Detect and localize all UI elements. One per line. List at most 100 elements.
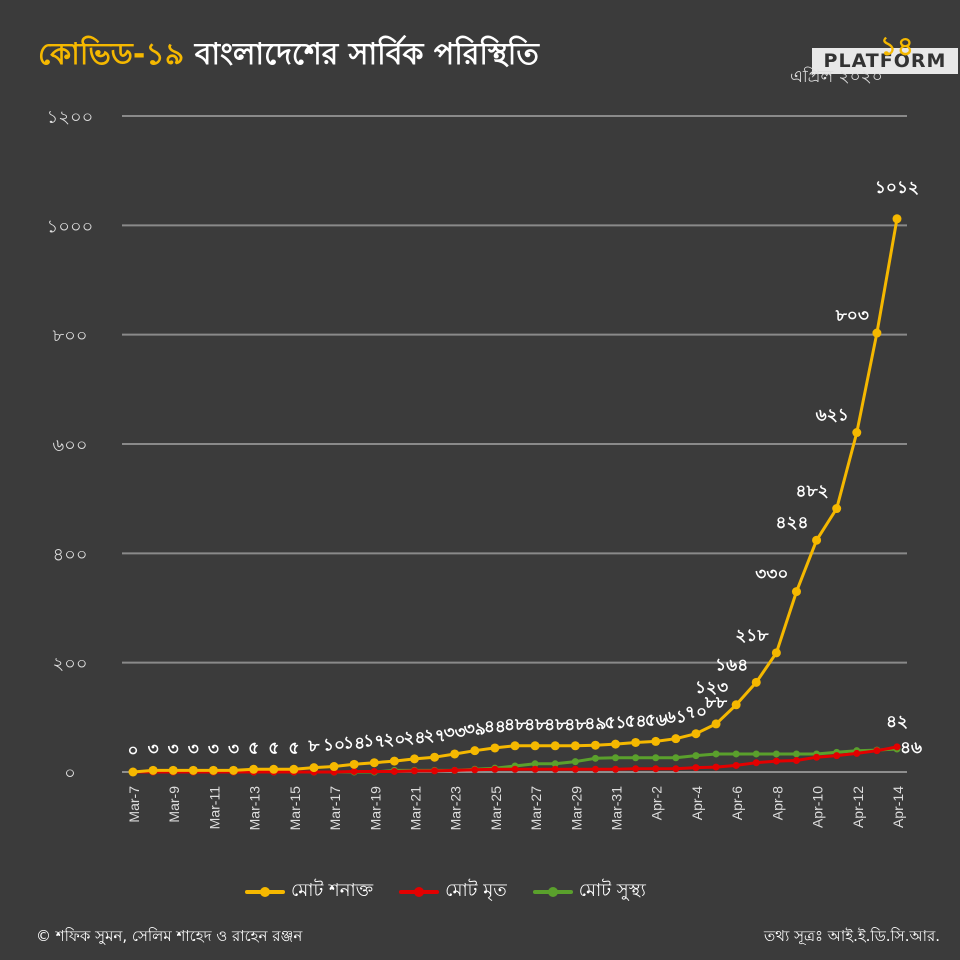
data-label-confirmed: ১২৩	[695, 678, 728, 698]
data-point-deaths	[531, 765, 539, 773]
data-point-recovered	[531, 760, 539, 768]
data-point-confirmed	[651, 736, 661, 746]
date-day: ১৪	[880, 32, 914, 62]
x-axis-ticks: Mar-7 Mar-9 Mar-11 Mar-13 Mar-15 Mar-17 Mar-19…	[126, 786, 906, 831]
data-point-deaths	[612, 765, 620, 773]
data-point-confirmed	[510, 741, 520, 751]
data-point-confirmed	[148, 765, 158, 775]
data-label-confirmed: ২৪	[403, 728, 425, 748]
y-tick-label: ২০০	[52, 654, 87, 675]
data-point-recovered	[551, 760, 559, 768]
x-tick-label: Mar-19	[367, 786, 383, 831]
data-point-confirmed	[329, 762, 339, 772]
data-label-confirmed: ৫	[268, 738, 279, 758]
data-label-confirmed: ৩	[208, 739, 219, 759]
data-label-confirmed: ৩	[228, 739, 239, 759]
data-point-recovered	[591, 754, 599, 762]
data-point-confirmed	[128, 767, 138, 777]
data-point-confirmed	[168, 765, 178, 775]
data-point-confirmed	[430, 752, 440, 762]
data-point-recovered	[612, 754, 620, 762]
data-point-deaths	[893, 743, 901, 751]
data-label-confirmed: ১৭	[363, 732, 385, 752]
legend-label-deaths: মোট মৃত	[445, 880, 507, 901]
data-label-confirmed: ৩৯	[464, 720, 486, 740]
data-label-confirmed: ৩৩০	[755, 565, 788, 585]
data-point-deaths	[712, 763, 720, 771]
data-point-confirmed	[550, 741, 560, 751]
data-point-deaths	[632, 765, 640, 773]
series-line-confirmed	[132, 218, 899, 774]
data-label-confirmed: ৪৮	[564, 715, 587, 735]
data-point-confirmed	[208, 765, 218, 775]
data-point-deaths	[390, 767, 398, 775]
y-tick-label: ৮০০	[52, 326, 87, 347]
data-point-confirmed	[812, 535, 822, 545]
data-point-deaths	[652, 765, 660, 773]
data-label-confirmed: ৪৮২	[796, 482, 829, 502]
data-point-confirmed	[570, 741, 580, 751]
data-label-confirmed: ৫১	[604, 713, 626, 733]
x-tick-label: Apr-12	[850, 786, 866, 828]
x-tick-label: Mar-21	[407, 786, 423, 831]
data-point-deaths	[792, 757, 800, 765]
data-point-deaths	[591, 765, 599, 773]
data-label-confirmed: ২১৮	[735, 626, 769, 646]
data-point-deaths	[873, 747, 881, 755]
x-tick-label: Mar-25	[488, 786, 504, 831]
grid-lines	[122, 115, 907, 773]
legend-item-recovered: মোট সুস্থ্য	[532, 876, 646, 907]
data-point-confirmed	[450, 749, 460, 759]
chart-title: কোভিড-১৯ বাংলাদেশের সার্বিক পরিস্থিতি	[38, 30, 539, 81]
data-point-confirmed	[892, 214, 902, 224]
data-point-confirmed	[711, 719, 721, 729]
data-point-confirmed	[751, 677, 761, 687]
data-point-confirmed	[470, 746, 480, 756]
data-label-confirmed: ৪৮	[544, 715, 567, 735]
data-label-recovered: ৪২	[886, 712, 908, 732]
data-label-confirmed: ৫	[248, 738, 259, 758]
data-label-confirmed: ৭০	[685, 703, 707, 723]
x-tick-label: Apr-14	[890, 786, 906, 828]
legend-label-recovered: মোট সুস্থ্য	[578, 880, 646, 901]
data-point-confirmed	[369, 758, 379, 768]
legend-label-confirmed: মোট শনাক্ত	[291, 880, 374, 901]
data-label-confirmed: ২৭	[424, 726, 446, 746]
legend-swatch-deaths	[399, 886, 440, 897]
data-point-confirmed	[611, 739, 621, 749]
data-label-confirmed: ১০১২	[875, 178, 919, 198]
data-point-deaths	[410, 767, 418, 775]
x-tick-label: Mar-31	[609, 786, 625, 831]
legend-item-confirmed: মোট শনাক্ত	[245, 876, 373, 907]
data-label-confirmed: ২০	[383, 730, 405, 750]
data-point-recovered	[752, 750, 760, 758]
series-lines	[128, 214, 902, 777]
data-point-deaths	[772, 757, 780, 765]
data-point-confirmed	[691, 729, 701, 739]
data-label-confirmed: ৪৮	[504, 715, 527, 735]
data-point-deaths	[853, 749, 861, 757]
data-point-deaths	[551, 765, 559, 773]
x-tick-label: Apr-10	[810, 786, 826, 828]
data-point-deaths	[491, 765, 499, 773]
date-month: এপ্রিল ২০২০	[790, 67, 883, 87]
data-point-confirmed	[490, 743, 500, 753]
data-point-confirmed	[389, 756, 399, 766]
y-tick-label: ১২০০	[47, 107, 94, 128]
x-tick-label: Mar-7	[126, 786, 142, 823]
data-point-deaths	[451, 766, 459, 774]
x-tick-label: Mar-23	[448, 786, 464, 831]
data-label-confirmed: ৩	[168, 739, 179, 759]
data-label-confirmed: ১৪	[343, 733, 365, 753]
x-tick-label: Mar-9	[166, 786, 182, 823]
data-point-confirmed	[249, 764, 259, 774]
data-point-confirmed	[229, 765, 239, 775]
x-tick-label: Mar-27	[528, 786, 544, 831]
data-point-confirmed	[771, 648, 781, 658]
y-axis-ticks: ০ ২০০ ৪০০ ৬০০ ৮০০ ১০০০ ১২০০	[47, 107, 94, 784]
data-point-deaths	[571, 765, 579, 773]
x-tick-label: Apr-6	[729, 786, 745, 820]
data-point-recovered	[772, 750, 780, 758]
data-label-confirmed: ৪৪	[484, 717, 506, 737]
y-tick-label: ০	[64, 763, 76, 784]
